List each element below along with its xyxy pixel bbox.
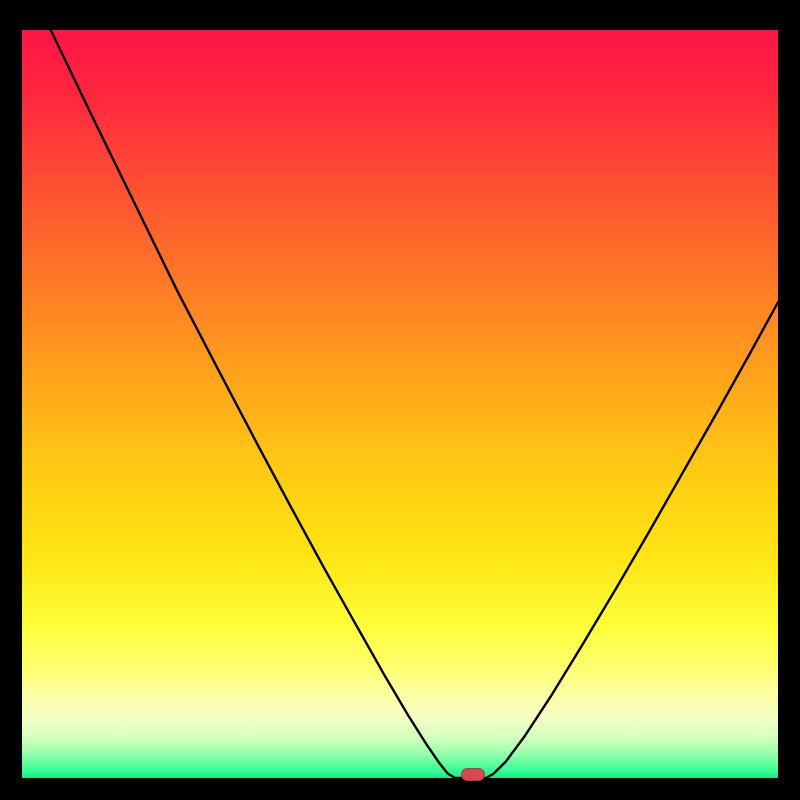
chart-frame: TheBottleneck.com: [0, 0, 800, 800]
minimum-marker: [461, 768, 485, 781]
watermark-text: TheBottleneck.com: [553, 4, 784, 33]
bottleneck-curve: [22, 30, 778, 778]
plot-area: [22, 30, 778, 778]
